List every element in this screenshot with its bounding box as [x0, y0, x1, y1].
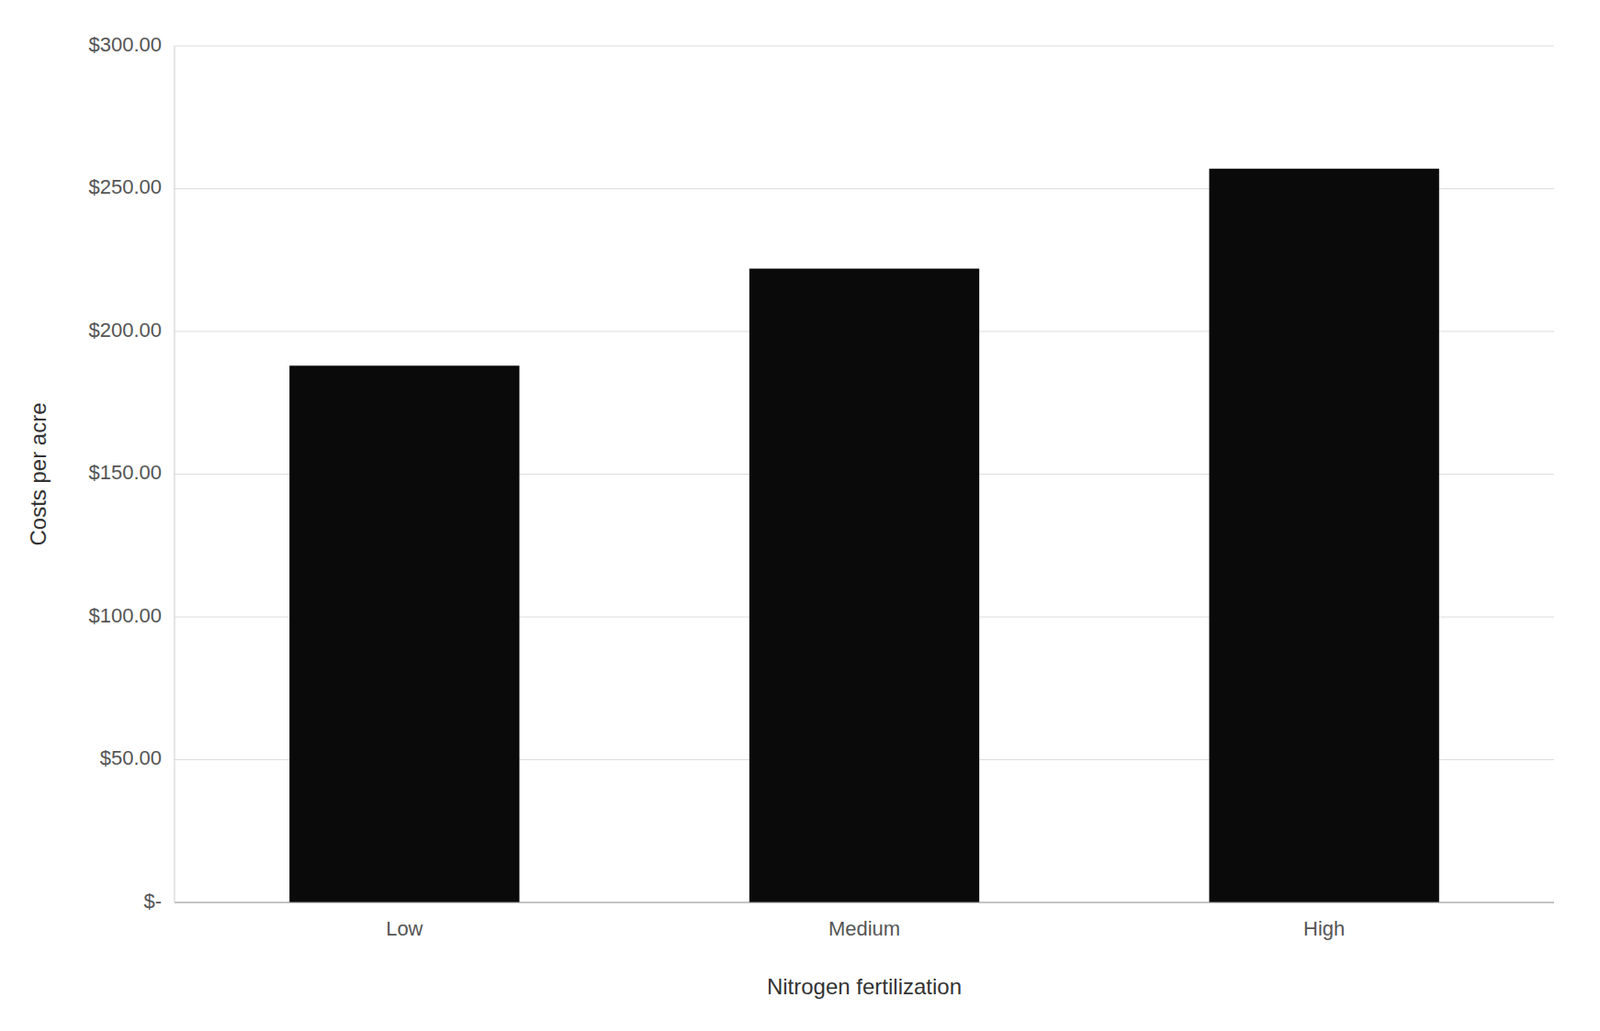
bars [289, 169, 1440, 903]
y-axis-line [174, 45, 176, 903]
x-tick-label: Low [385, 917, 423, 941]
grid [174, 45, 1555, 903]
x-tick-label: High [1303, 917, 1345, 941]
y-tick-labels: $- $50.00 $100.00 $150.00 $200.00 $250.00 $300… [88, 33, 162, 913]
bar [1209, 169, 1440, 903]
y-tick-label: $50.00 [100, 746, 162, 770]
x-axis-label: Nitrogen fertilization [766, 974, 962, 1000]
y-axis-label: Costs per acre [25, 402, 51, 546]
y-tick-label: $200.00 [88, 318, 162, 342]
chart-svg: $- $50.00 $100.00 $150.00 $200.00 $250.00 $300… [0, 0, 1600, 1031]
x-tick-label: Medium [828, 917, 901, 941]
bar [289, 365, 519, 903]
grid-line [174, 45, 1555, 47]
bar [749, 269, 980, 903]
y-tick-label: $250.00 [88, 175, 162, 199]
grid-line [174, 902, 1555, 904]
x-tick-labels: Low Medium High [385, 917, 1345, 941]
chart-container: $- $50.00 $100.00 $150.00 $200.00 $250.00 $300… [0, 0, 1600, 1031]
x-axis-line [174, 902, 1555, 904]
y-tick-label: $- [143, 890, 162, 913]
y-tick-label: $100.00 [88, 604, 162, 628]
y-tick-label: $300.00 [88, 33, 162, 57]
y-tick-label: $150.00 [88, 461, 162, 485]
